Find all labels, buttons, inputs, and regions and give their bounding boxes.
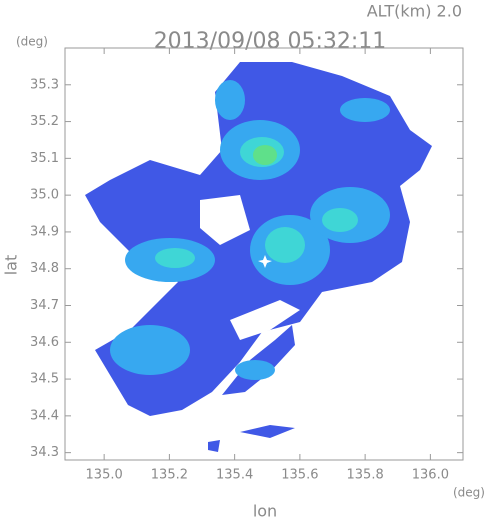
y-tick-label: 35.0 [30, 188, 59, 203]
axes: 135.0 135.2 135.4 135.6 135.8 136.0 34.3 34.4 34… [30, 48, 463, 483]
x-tick-label: 135.8 [347, 468, 384, 483]
y-tick-label: 34.9 [30, 224, 59, 239]
x-axis-label: lon [253, 502, 277, 521]
y-tick-label: 34.5 [30, 372, 59, 387]
y-axis-label: lat [2, 255, 21, 276]
y-tick-label: 35.3 [30, 77, 59, 92]
radar-echo [85, 62, 432, 452]
x-tick-label: 135.4 [216, 468, 253, 483]
y-tick-label: 34.3 [30, 445, 59, 460]
timestamp: 2013/09/08 05:32:11 [154, 29, 387, 54]
y-tick-label: 34.6 [30, 335, 59, 350]
x-tick-label: 136.0 [412, 468, 449, 483]
y-tick-label: 34.4 [30, 408, 59, 423]
x-unit: (deg) [453, 486, 485, 500]
y-tick-label: 34.8 [30, 261, 59, 276]
y-unit: (deg) [16, 35, 48, 49]
y-tick-label: 35.2 [30, 114, 59, 129]
y-tick-label: 34.7 [30, 298, 59, 313]
plot-frame [64, 47, 464, 461]
x-tick-label: 135.6 [281, 468, 318, 483]
x-tick-label: 135.2 [151, 468, 188, 483]
altitude-title: ALT(km) 2.0 [367, 2, 462, 21]
y-tick-label: 35.1 [30, 151, 59, 166]
x-tick-label: 135.0 [86, 468, 123, 483]
